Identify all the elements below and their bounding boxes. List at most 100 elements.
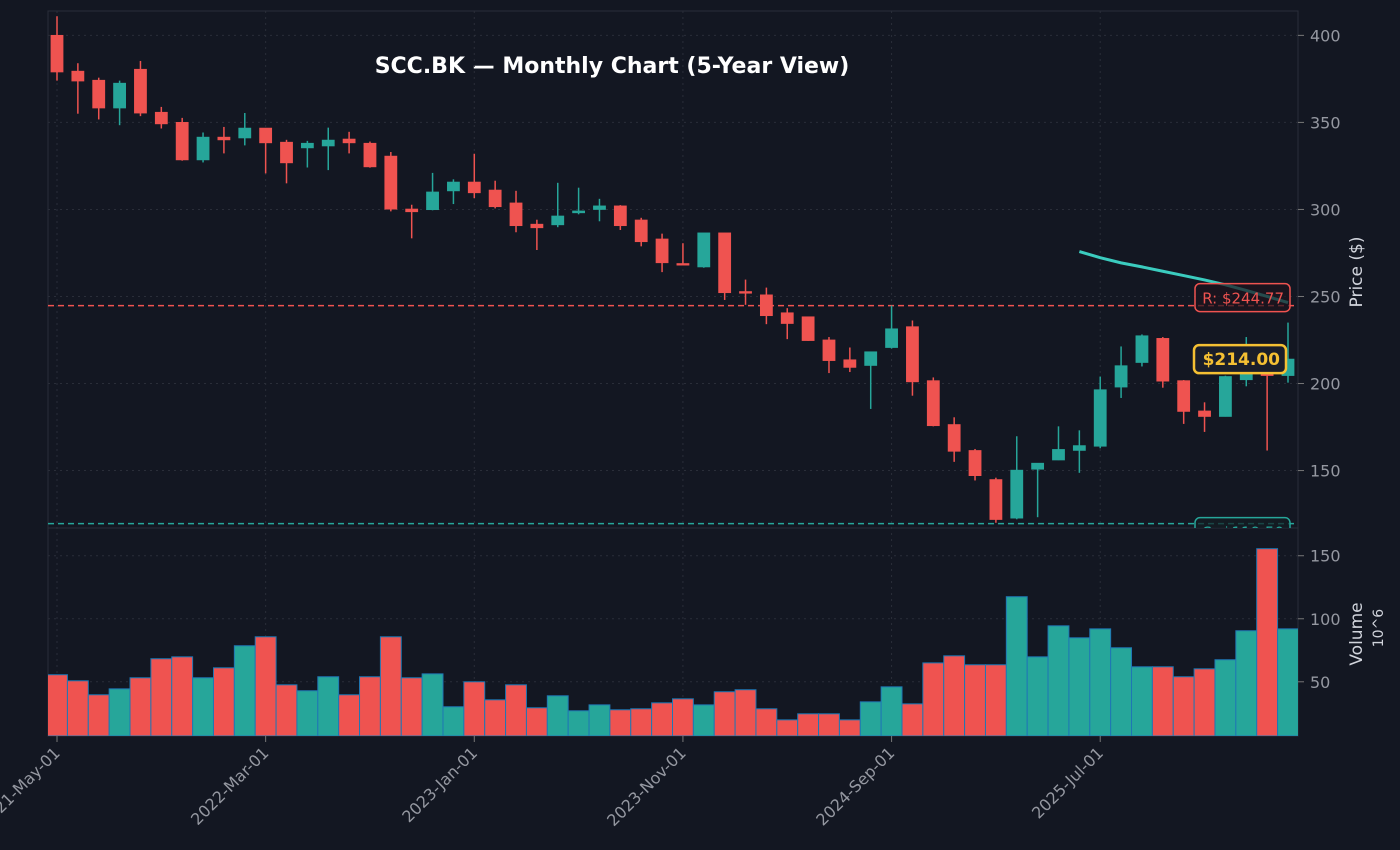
candle (238, 113, 252, 146)
candle-body (634, 219, 648, 243)
candle (780, 308, 794, 340)
candle-body (843, 359, 857, 368)
volume-bar (296, 690, 319, 736)
volume-bar (379, 636, 402, 736)
support-label-box (1194, 516, 1291, 528)
candle (217, 126, 231, 154)
candle (947, 417, 961, 462)
volume-bar (818, 713, 840, 736)
volume-bar (87, 694, 110, 736)
volume-bar (484, 699, 507, 736)
last-price-label-text: $214.00 (1203, 350, 1281, 370)
candle (864, 351, 878, 409)
candle (154, 106, 168, 129)
price-panel-frame (47, 10, 1299, 529)
volume-bar (1047, 625, 1070, 736)
candle-body (175, 122, 189, 161)
candle (634, 217, 648, 247)
volume-bar (797, 713, 820, 736)
candle (363, 141, 377, 168)
price-plot (48, 16, 1298, 525)
candle-body (739, 291, 752, 294)
volume-bar (150, 658, 173, 736)
price-tick-label: 300 (1310, 200, 1341, 219)
volume-bar (1277, 628, 1298, 736)
volume-bar (66, 680, 89, 736)
candle-body (655, 238, 669, 264)
candle (1177, 380, 1191, 424)
candle-body (989, 479, 1003, 520)
candle-body (321, 139, 335, 147)
candle-body (1135, 335, 1149, 363)
volume-bar (609, 709, 632, 736)
candle-body (1114, 365, 1128, 388)
candle-body (885, 328, 898, 348)
candle (71, 63, 85, 114)
candle-body (71, 70, 85, 82)
volume-bar (108, 688, 131, 736)
candle-body (926, 380, 940, 427)
x-tick-label: 2022-Mar-01 (187, 743, 272, 828)
volume-bar (1256, 548, 1279, 736)
volume-bar (901, 703, 924, 736)
x-tick-label: 2024-Sep-01 (812, 743, 898, 829)
candle (697, 232, 711, 268)
candle (342, 131, 356, 154)
volume-bar (546, 695, 569, 736)
candle (801, 316, 815, 341)
candle-body (947, 424, 961, 452)
volume-bar (442, 706, 465, 736)
price-tick-label: 250 (1310, 287, 1341, 306)
candle (906, 320, 919, 396)
candle-body (759, 294, 773, 317)
volume-bar (1193, 668, 1216, 736)
volume-bar (880, 686, 903, 736)
volume-bar (1089, 628, 1112, 736)
volume-bar (1151, 666, 1174, 736)
candle-body (551, 215, 565, 226)
volume-bar (275, 684, 298, 736)
volume-bar (254, 636, 277, 736)
candle-body (780, 312, 794, 324)
volume-bar (317, 676, 340, 736)
price-axis-label: Price ($) (1347, 237, 1367, 308)
x-tick-label: 2025-Jul-01 (1028, 743, 1107, 822)
candle-body (1198, 410, 1211, 417)
candle (551, 182, 565, 228)
candle-body (1177, 380, 1191, 412)
candle (968, 448, 982, 481)
candle (1052, 426, 1065, 461)
volume-tick-label: 50 (1310, 673, 1330, 692)
volume-bar (171, 656, 194, 736)
candle-body (134, 68, 147, 114)
candle (175, 117, 189, 161)
candle (384, 152, 398, 212)
volume-bar (672, 698, 694, 736)
candle-body (217, 136, 231, 141)
volume-bar (713, 691, 736, 736)
candle (447, 179, 460, 205)
candle (50, 16, 64, 81)
volume-bar (859, 701, 882, 736)
volume-bar (567, 710, 590, 736)
volume-bar (48, 674, 68, 736)
candle (321, 127, 335, 171)
volume-bar (400, 677, 423, 736)
volume-bar (1235, 630, 1258, 736)
candle-body (718, 232, 732, 294)
volume-bar (525, 707, 548, 736)
candle (1219, 375, 1232, 417)
candle-body (363, 142, 377, 168)
candle (488, 180, 502, 209)
candle-body (906, 326, 919, 383)
resistance-label-box (1194, 282, 1291, 313)
volume-tick-label: 150 (1310, 547, 1341, 566)
volume-bar (212, 667, 235, 736)
candle-body (593, 205, 606, 210)
volume-bar (421, 673, 444, 736)
volume-bar (192, 677, 214, 736)
candle-body (113, 82, 126, 109)
candle (593, 198, 606, 222)
volume-bar (338, 694, 361, 736)
volume-bar (734, 689, 757, 736)
